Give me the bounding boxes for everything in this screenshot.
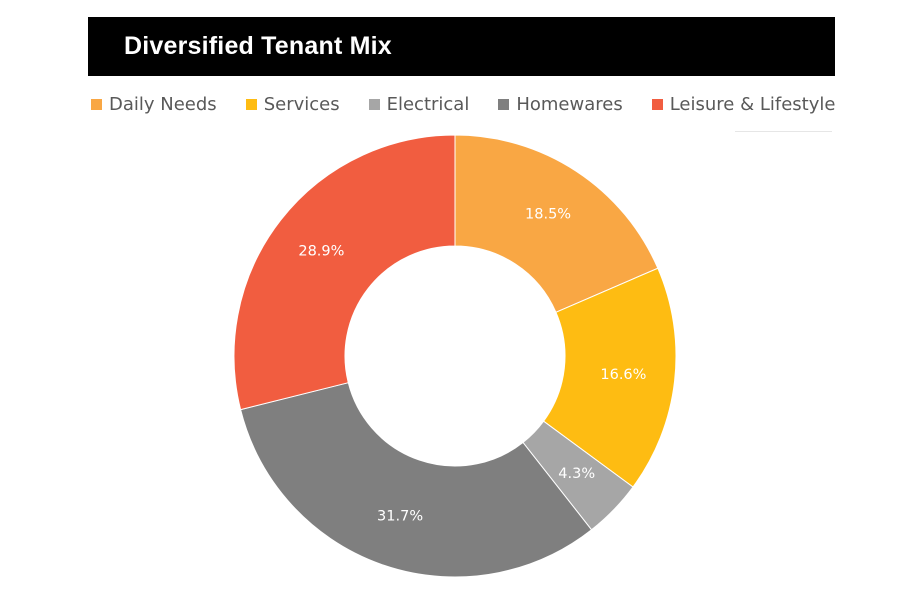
legend-label-daily-needs: Daily Needs <box>109 93 217 115</box>
title-bar: Diversified Tenant Mix <box>88 17 835 76</box>
slice-daily-needs <box>454 134 659 313</box>
slice-labels: 18.5% 16.6% 4.3% 31.7% 28.9% <box>298 206 646 524</box>
slice-label-daily-needs: 18.5% <box>525 206 571 222</box>
legend-label-electrical: Electrical <box>386 93 470 115</box>
legend-swatch-homewares <box>498 98 510 110</box>
legend-swatch-leisure-lifestyle <box>651 98 663 110</box>
legend-label-homewares: Homewares <box>516 93 623 115</box>
chart-title: Diversified Tenant Mix <box>124 32 392 60</box>
legend-item-daily-needs: Daily Needs <box>91 94 217 115</box>
legend-item-electrical: Electrical <box>368 93 470 115</box>
legend: Daily Needs Services Electrical Homeware… <box>91 90 835 118</box>
legend-item-homewares: Homewares <box>498 93 623 115</box>
donut-slices <box>233 134 677 578</box>
legend-swatch-daily-needs <box>91 98 102 110</box>
slice-homewares <box>239 382 593 578</box>
legend-divider <box>735 131 832 132</box>
legend-swatch-electrical <box>368 98 380 110</box>
slice-label-leisure-lifestyle: 28.9% <box>298 244 344 260</box>
slice-services <box>542 267 677 488</box>
legend-item-services: Services <box>245 93 340 115</box>
slice-leisure-lifestyle <box>233 134 456 411</box>
legend-label-leisure-lifestyle: Leisure & Lifestyle <box>669 93 836 115</box>
legend-swatch-services <box>245 98 257 110</box>
legend-label-services: Services <box>263 93 340 115</box>
legend-item-leisure-lifestyle: Leisure & Lifestyle <box>651 93 836 115</box>
slice-label-homewares: 31.7% <box>377 508 423 524</box>
slice-label-services: 16.6% <box>600 367 646 383</box>
slice-label-electrical: 4.3% <box>558 466 595 482</box>
